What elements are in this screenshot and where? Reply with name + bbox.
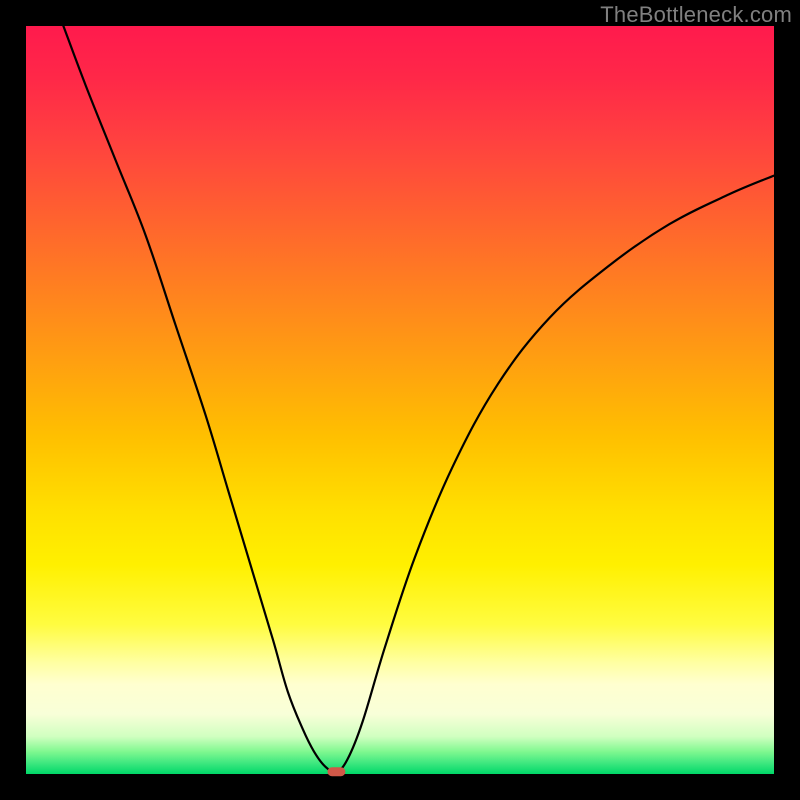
plot-background bbox=[26, 26, 774, 774]
bottleneck-chart bbox=[0, 0, 800, 800]
watermark-text: TheBottleneck.com bbox=[600, 2, 792, 28]
chart-container: TheBottleneck.com bbox=[0, 0, 800, 800]
optimal-marker bbox=[327, 767, 345, 776]
